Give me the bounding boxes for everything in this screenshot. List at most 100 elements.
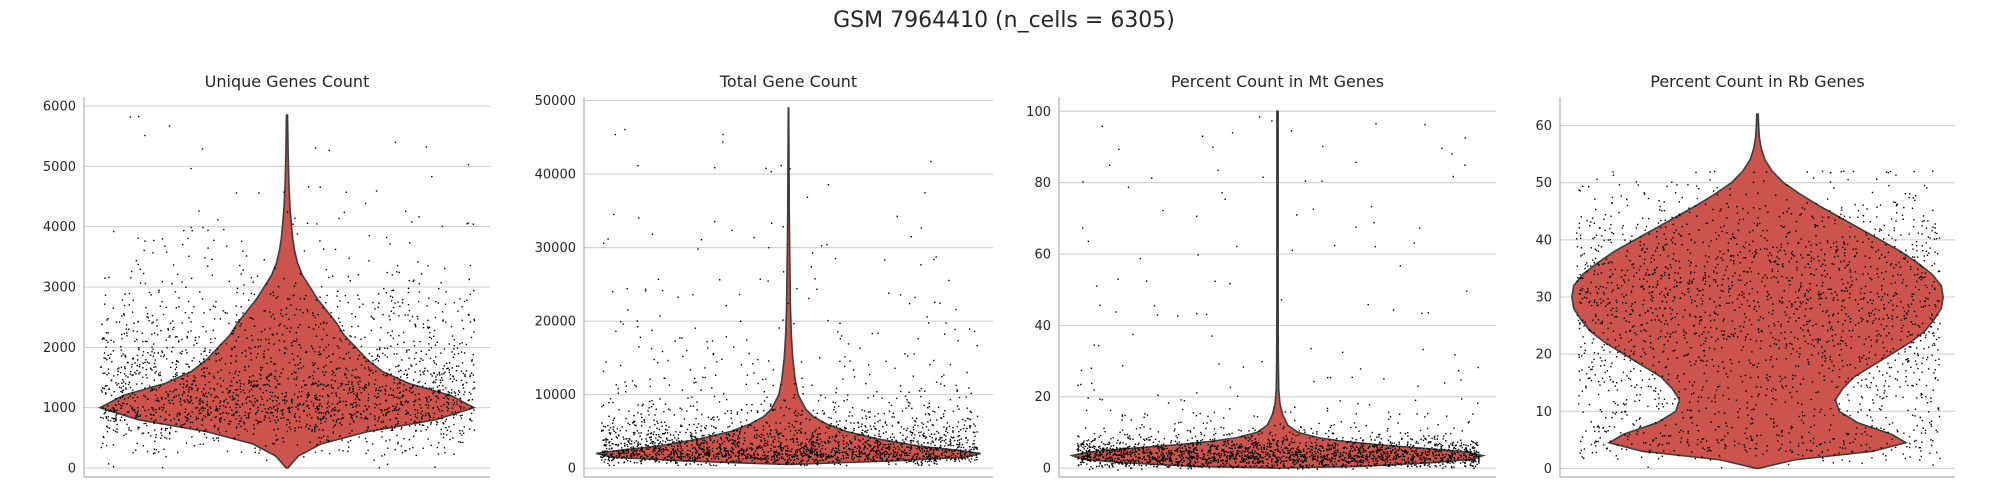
cell-point [226, 450, 229, 452]
cell-point [400, 402, 403, 405]
cell-point [678, 450, 680, 453]
cell-point [1248, 461, 1250, 463]
cell-point [831, 456, 834, 458]
cell-point [125, 388, 127, 390]
cell-point [233, 413, 235, 415]
cell-point [837, 430, 840, 433]
cell-point [813, 453, 816, 456]
cell-point [437, 302, 440, 304]
cell-point [409, 448, 411, 450]
cell-point [423, 373, 425, 375]
cell-point [460, 370, 463, 372]
cell-point [915, 421, 917, 423]
cell-point [957, 458, 960, 460]
cell-point [449, 438, 451, 441]
cell-point [913, 353, 915, 355]
cell-point [272, 291, 274, 293]
cell-point [676, 439, 678, 441]
cell-point [360, 364, 363, 366]
cell-point [288, 318, 290, 320]
cell-point [137, 428, 139, 430]
cell-point [1393, 446, 1396, 448]
cell-point [674, 460, 677, 462]
cell-point [930, 442, 932, 445]
cell-point [765, 167, 767, 170]
cell-point [339, 435, 342, 437]
cell-point [429, 357, 432, 359]
cell-point [400, 428, 402, 430]
cell-point [177, 361, 180, 363]
cell-point [964, 453, 966, 455]
cell-point [864, 425, 866, 427]
cell-point [451, 411, 453, 414]
cell-point [432, 391, 435, 393]
cell-point [384, 453, 386, 456]
cell-point [277, 396, 279, 398]
cell-point [1360, 443, 1363, 445]
cell-point [452, 437, 454, 439]
cell-point [689, 405, 692, 407]
cell-point [948, 450, 951, 452]
cell-point [435, 376, 437, 378]
cell-point [966, 455, 968, 457]
cell-point [457, 310, 459, 312]
cell-point [868, 364, 870, 366]
cell-point [732, 443, 734, 445]
cell-point [1232, 453, 1234, 455]
cell-point [395, 406, 397, 408]
cell-point [317, 412, 320, 414]
cell-point [666, 438, 668, 440]
cell-point [179, 352, 181, 354]
cell-point [681, 389, 684, 391]
cell-point [199, 398, 201, 400]
cell-point [204, 407, 206, 410]
cell-point [1270, 450, 1272, 452]
cell-point [976, 345, 978, 347]
cell-point [201, 400, 203, 402]
cell-point [701, 447, 703, 450]
cell-point [618, 452, 620, 454]
cell-point [894, 452, 896, 454]
cell-point [424, 382, 426, 385]
cell-point [378, 418, 380, 420]
cell-point [320, 353, 322, 355]
cell-point [191, 230, 193, 232]
cell-point [873, 437, 876, 439]
cell-point [184, 411, 186, 413]
cell-point [766, 433, 768, 435]
cell-point [740, 449, 743, 452]
cell-point [419, 420, 421, 423]
cell-point [425, 404, 427, 406]
cell-point [960, 457, 962, 459]
cell-point [947, 456, 949, 458]
cell-point [358, 354, 360, 357]
cell-point [683, 460, 685, 462]
cell-point [265, 445, 267, 447]
cell-point [466, 299, 468, 302]
cell-point [106, 359, 108, 361]
cell-point [121, 333, 123, 336]
cell-point [231, 347, 233, 350]
cell-point [178, 297, 180, 299]
cell-point [625, 438, 627, 440]
cell-point [142, 272, 145, 275]
cell-point [704, 367, 706, 369]
cell-point [869, 445, 871, 448]
cell-point [221, 412, 224, 414]
cell-point [748, 352, 750, 355]
cell-point [1361, 447, 1363, 449]
cell-point [198, 399, 200, 402]
cell-point [1180, 459, 1182, 462]
cell-point [863, 410, 866, 412]
cell-point [193, 357, 195, 359]
cell-point [378, 389, 380, 392]
cell-point [886, 447, 889, 449]
cell-point [225, 430, 227, 433]
cell-point [195, 397, 198, 399]
cell-point [844, 365, 846, 368]
cell-point [753, 462, 756, 464]
cell-point [355, 401, 357, 404]
cell-point [106, 385, 108, 387]
cell-point [278, 339, 280, 342]
cell-point [155, 408, 157, 411]
